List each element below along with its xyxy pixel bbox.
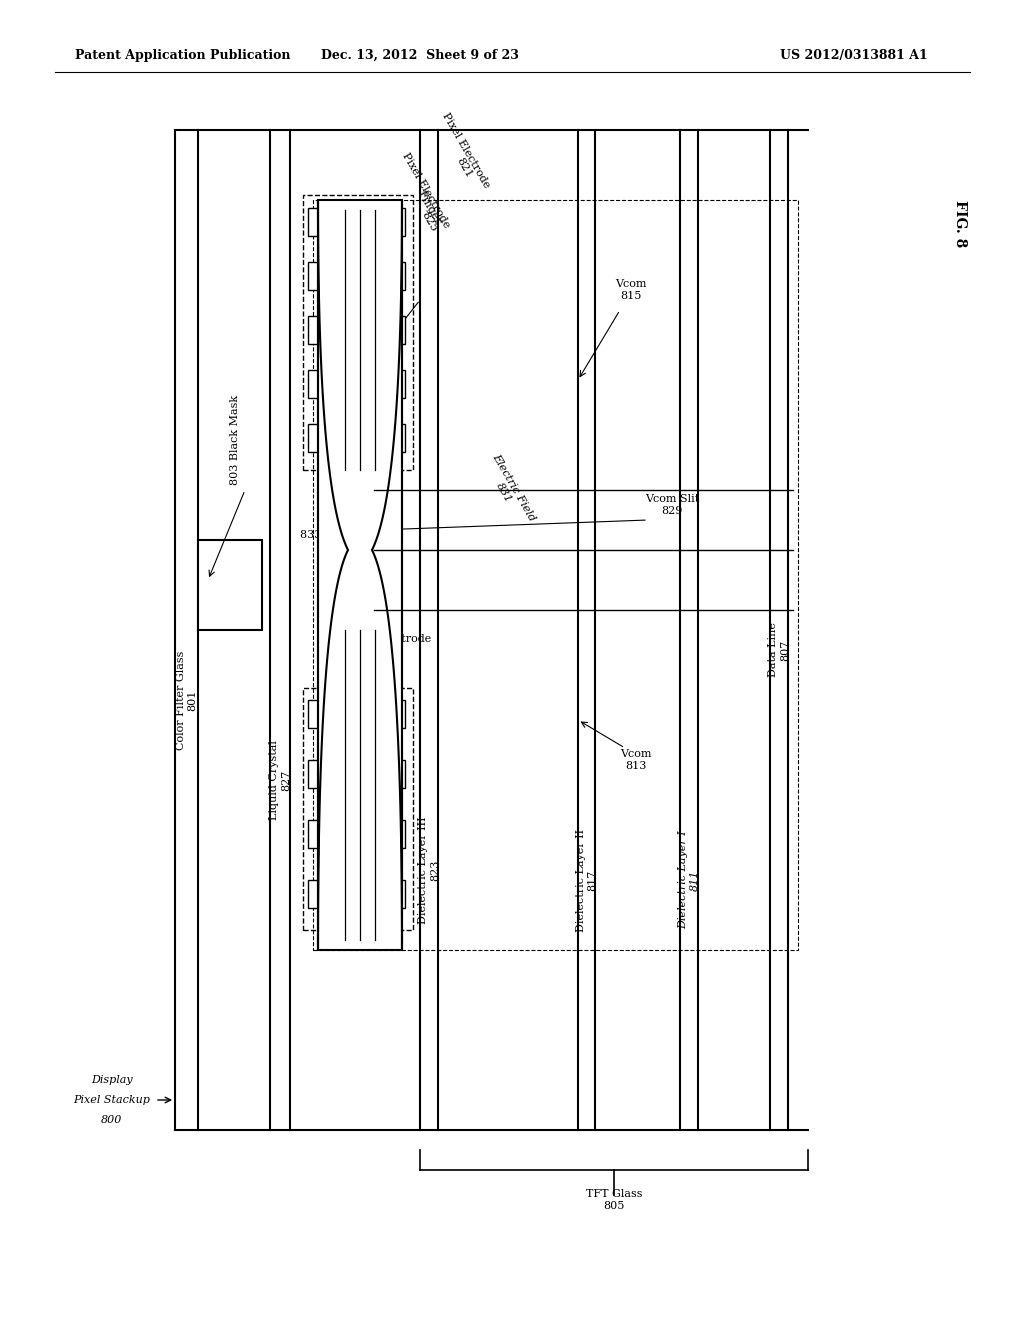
Text: Dec. 13, 2012  Sheet 9 of 23: Dec. 13, 2012 Sheet 9 of 23 <box>322 49 519 62</box>
Polygon shape <box>318 201 402 950</box>
Text: Color Filter Glass
801: Color Filter Glass 801 <box>176 651 198 750</box>
Text: Pixel Stackup: Pixel Stackup <box>74 1096 151 1105</box>
Bar <box>308 820 406 847</box>
Text: Pixel Electrode: Pixel Electrode <box>400 150 452 230</box>
Bar <box>198 540 262 630</box>
Text: Display: Display <box>91 1074 133 1085</box>
Text: 833 Shield: 833 Shield <box>300 531 360 540</box>
Text: 821: 821 <box>455 156 474 180</box>
Text: US 2012/0313881 A1: US 2012/0313881 A1 <box>780 49 928 62</box>
Text: Dielectric Layer I
811: Dielectric Layer I 811 <box>678 830 699 929</box>
Bar <box>308 370 406 399</box>
Text: Patent Application Publication: Patent Application Publication <box>75 49 291 62</box>
Text: 825: 825 <box>420 210 439 234</box>
Text: Data Line
807: Data Line 807 <box>768 623 790 677</box>
Bar <box>313 201 798 950</box>
Text: Vcom
813: Vcom 813 <box>620 750 651 771</box>
Text: Dielectric Layer II
817: Dielectric Layer II 817 <box>575 829 597 932</box>
Text: 800: 800 <box>101 1115 123 1125</box>
Text: Vcom Slit
829: Vcom Slit 829 <box>645 494 699 516</box>
Text: Pixel Electrode
819: Pixel Electrode 819 <box>346 634 431 656</box>
Text: 803 Black Mask: 803 Black Mask <box>230 395 240 484</box>
Text: Vcom
815: Vcom 815 <box>615 280 646 301</box>
Bar <box>308 261 406 290</box>
Bar <box>308 424 406 451</box>
Text: FIG. 8: FIG. 8 <box>953 201 967 247</box>
Bar <box>308 315 406 345</box>
Bar <box>308 700 406 729</box>
Bar <box>303 195 413 470</box>
Bar <box>303 688 413 931</box>
Bar <box>308 880 406 908</box>
Text: Liquid Crystal
827: Liquid Crystal 827 <box>269 741 291 820</box>
Text: Electric Field
831: Electric Field 831 <box>480 451 537 528</box>
Text: Dielectric Layer III
823: Dielectric Layer III 823 <box>418 816 439 924</box>
Text: Finger: Finger <box>415 189 442 227</box>
Text: TFT Glass
805: TFT Glass 805 <box>586 1189 642 1210</box>
Text: Pixel Electrode: Pixel Electrode <box>440 111 492 189</box>
Bar <box>308 209 406 236</box>
Bar <box>308 760 406 788</box>
